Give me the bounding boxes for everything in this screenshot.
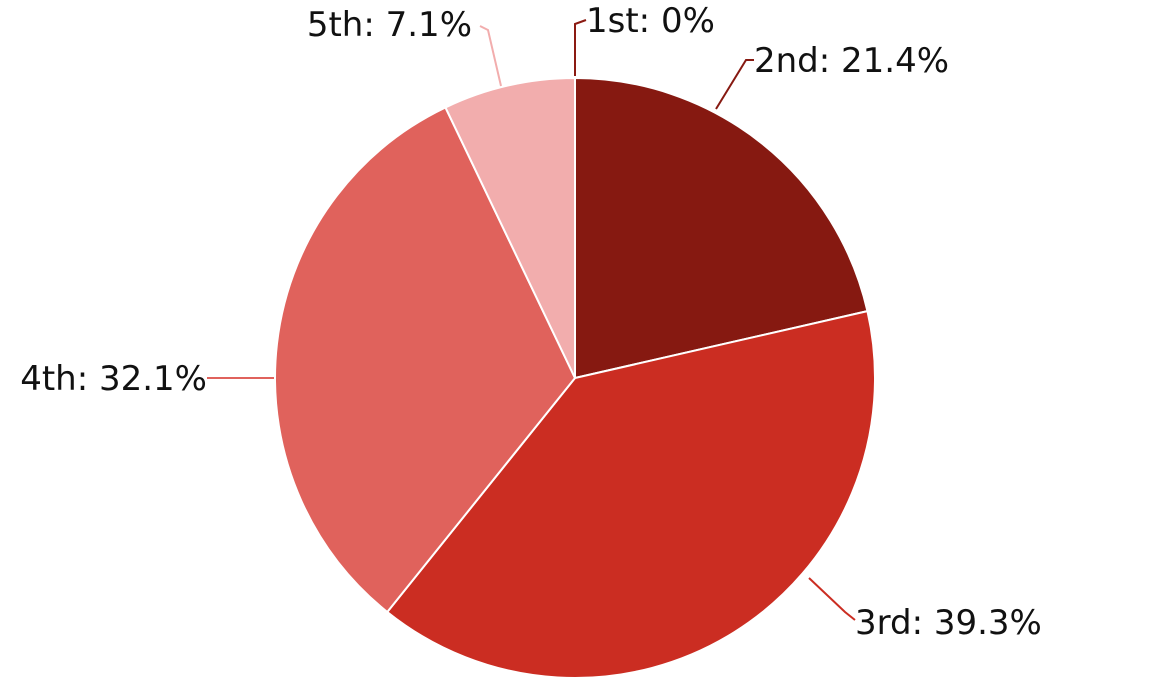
pie-slices <box>274 76 876 679</box>
slice-label-1st: 1st: 0% <box>586 1 715 41</box>
slice-label-5th: 5th: 7.1% <box>307 5 472 45</box>
leader-line-3rd <box>808 577 856 621</box>
leader-line-2nd <box>715 59 754 110</box>
slice-label-2nd: 2nd: 21.4% <box>754 41 949 81</box>
slice-label-3rd: 3rd: 39.3% <box>855 603 1042 643</box>
leader-line-5th <box>479 25 502 87</box>
pie-slice-4th <box>274 106 577 614</box>
pie-slice-2nd <box>574 76 869 380</box>
pie-slice-5th <box>444 76 576 379</box>
pie-slice-3rd <box>385 309 876 679</box>
slice-label-4th: 4th: 32.1% <box>20 359 207 399</box>
slice-labels: 1st: 0% 2nd: 21.4% 3rd: 39.3% 4th: 32.1% 5th… <box>20 1 1042 643</box>
leader-lines <box>207 19 856 621</box>
leader-line-1st <box>574 19 587 76</box>
